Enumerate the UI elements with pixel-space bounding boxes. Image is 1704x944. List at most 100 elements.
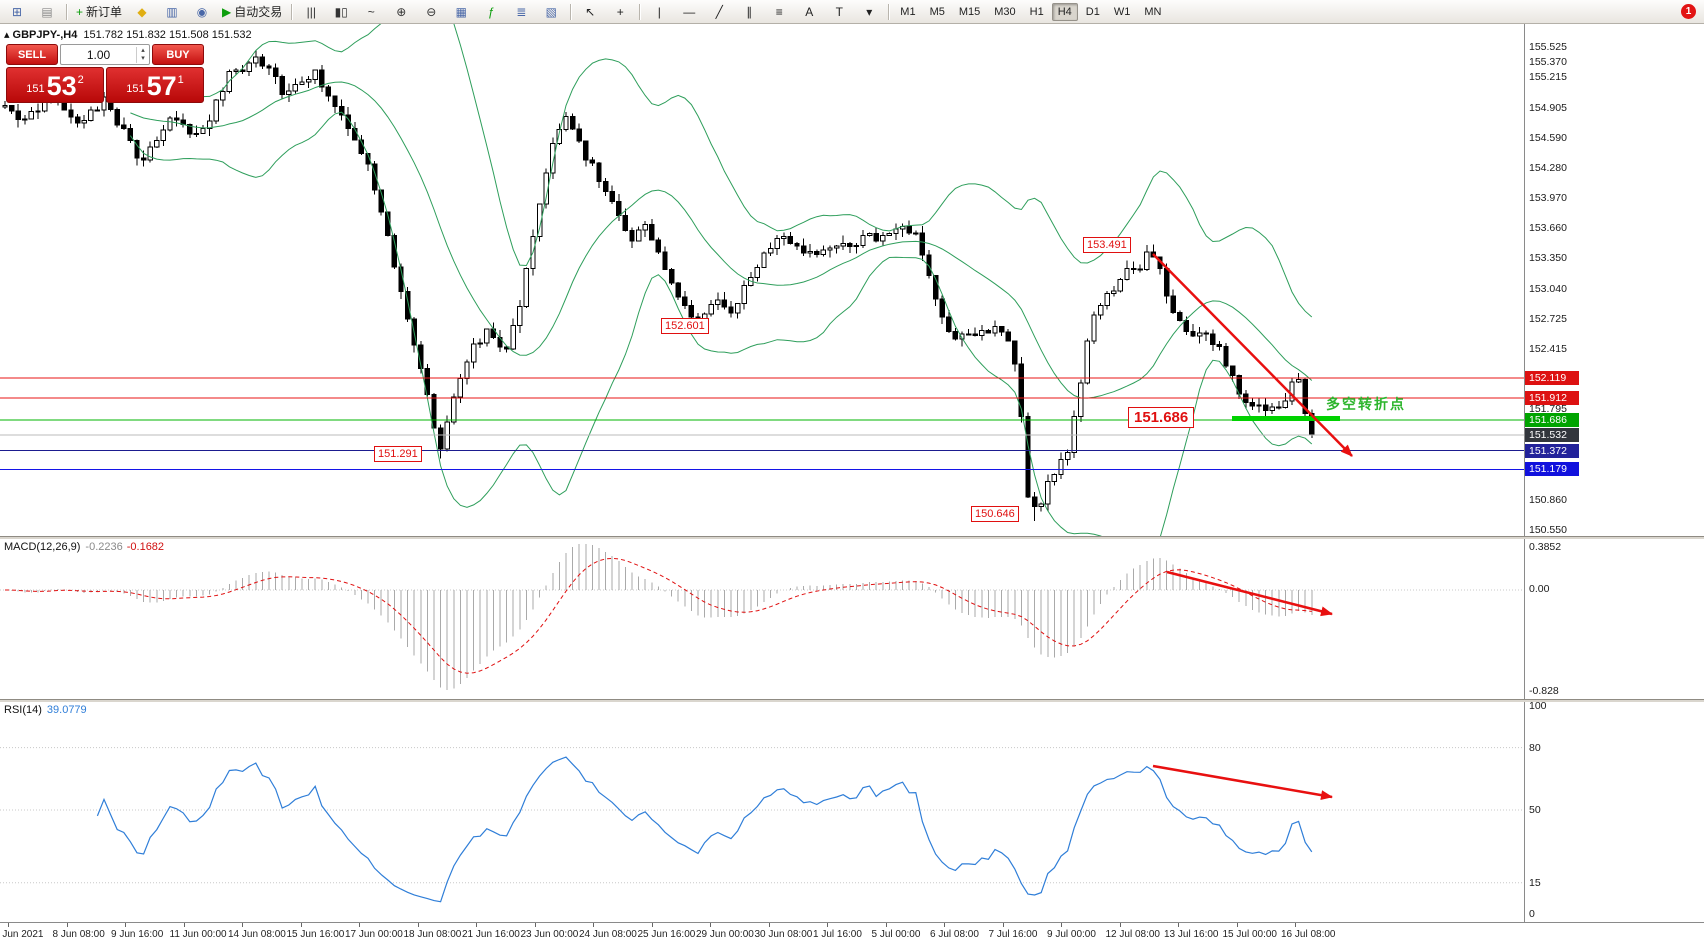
text-icon[interactable]: A (795, 1, 823, 23)
sell-price-pip: 2 (77, 74, 84, 86)
volume-down-icon[interactable]: ▾ (141, 54, 145, 62)
timeframe-m15[interactable]: M15 (958, 5, 981, 18)
panel-separator[interactable] (0, 536, 1704, 539)
price-axis-label: 151.795 (1529, 403, 1567, 416)
price-callout[interactable]: 150.646 (971, 506, 1019, 522)
time-axis[interactable]: 7 Jun 2021 8 Jun 08:00 9 Jun 16:00 11 Jun 0… (0, 922, 1704, 944)
volume-spinner: ▴ ▾ (136, 46, 149, 63)
time-axis-label: 7 Jun 2021 (0, 929, 44, 940)
timeframe-m1[interactable]: M1 (900, 5, 916, 18)
timeframe-m30[interactable]: M30 (994, 5, 1016, 18)
sell-button[interactable]: SELL (6, 44, 58, 65)
timeframe-w1[interactable]: W1 (1113, 5, 1131, 18)
vertical-line-icon[interactable]: | (645, 1, 673, 23)
text-icon-glyph: A (805, 4, 814, 19)
notification-badge[interactable]: 1 (1681, 4, 1696, 19)
vertical-line-icon-glyph: | (657, 4, 661, 19)
time-tick (710, 923, 711, 927)
line-chart-icon-glyph: ~ (367, 4, 375, 19)
price-callout[interactable]: 151.291 (374, 446, 422, 462)
buy-price-display[interactable]: 151 57 1 (106, 67, 204, 103)
price-scale[interactable]: 155.525 155.370 155.215 154.905 154.590 154.2… (1524, 24, 1579, 536)
macd-scale[interactable]: 0.3852 0.00 -0.828 (1524, 539, 1579, 699)
time-tick (8, 923, 9, 927)
cursor-icon[interactable]: ↖ (576, 1, 604, 23)
tile-windows-icon[interactable]: ▦ (447, 1, 475, 23)
new-order-button[interactable]: + 新订单 (72, 1, 126, 23)
candlestick-chart-icon-glyph: ▮▯ (334, 4, 348, 19)
volume-input[interactable] (61, 46, 136, 63)
panel-separator[interactable] (0, 699, 1704, 702)
time-axis-label: 1 Jul 16:00 (813, 929, 862, 940)
new-chart-icon[interactable]: ⊞ (3, 1, 31, 23)
navigator-icon[interactable]: ◉ (188, 1, 216, 23)
candlestick-chart[interactable] (0, 24, 1524, 536)
zoom-in-icon[interactable]: ⊕ (387, 1, 415, 23)
metaeditor-icon[interactable]: ◆ (128, 1, 156, 23)
buy-button[interactable]: BUY (152, 44, 204, 65)
candlestick-chart-icon[interactable]: ▮▯ (327, 1, 355, 23)
collapse-trade-panel-icon[interactable]: ▴ (4, 29, 10, 41)
rsi-axis-label: 0 (1529, 908, 1535, 920)
rsi-axis-label: 100 (1529, 702, 1547, 712)
channel-icon[interactable]: ∥ (735, 1, 763, 23)
price-axis-label: 153.660 (1529, 222, 1567, 235)
price-callout[interactable]: 152.601 (661, 318, 709, 334)
rsi-chart[interactable] (0, 702, 1524, 922)
price-axis-label: 154.280 (1529, 162, 1567, 175)
shapes-icon[interactable]: ▾ (855, 1, 883, 23)
rsi-axis-label: 50 (1529, 804, 1541, 816)
market-watch-icon[interactable]: ▥ (158, 1, 186, 23)
templates-icon[interactable]: ▧ (537, 1, 565, 23)
periods-icon[interactable]: ≣ (507, 1, 535, 23)
timeframe-h4[interactable]: H4 (1051, 2, 1078, 21)
chart-title: ▴ GBPJPY-,H4 151.782 151.832 151.508 151.5… (4, 28, 252, 41)
macd-value: -0.2236 (85, 541, 123, 553)
price-axis-label: 155.370 (1529, 56, 1567, 69)
price-level-box: 151.372 (1525, 443, 1579, 458)
time-tick (768, 923, 770, 927)
time-axis-label: 21 Jun 16:00 (462, 929, 520, 940)
rsi-name: RSI(14) (4, 704, 42, 716)
templates-icon-glyph: ▧ (545, 4, 557, 19)
indicators-icon-glyph: ƒ (487, 4, 495, 19)
metaeditor-icon-glyph: ◆ (137, 4, 147, 19)
line-chart-icon[interactable]: ~ (357, 1, 385, 23)
sell-price-display[interactable]: 151 53 2 (6, 67, 104, 103)
rsi-scale[interactable]: 100 80 50 15 0 (1524, 702, 1579, 922)
bull-bear-turning-point-note[interactable]: 多空转折点 (1326, 396, 1406, 412)
macd-chart[interactable] (0, 539, 1524, 699)
bar-chart-icon[interactable]: ||| (297, 1, 325, 23)
price-axis-label: 153.350 (1529, 252, 1567, 265)
indicators-icon[interactable]: ƒ (477, 1, 505, 23)
timeframe-h1[interactable]: H1 (1029, 5, 1044, 18)
toolbar-separator (888, 3, 890, 20)
time-tick (476, 923, 477, 927)
time-axis-label: 18 Jun 08:00 (403, 929, 462, 940)
toolbar-buttons: ⊞ ▤ + 新订单 ◆ ▥ ◉ ▶ 自动交易 ||| ▮▯ ~ ⊕ ⊖ ▦ ƒ ≣ ▧ ↖ + | — ╱ ∥ ≡ A T ▾ M1 M5… (2, 0, 1168, 23)
timeframe-mn[interactable]: MN (1144, 5, 1162, 18)
crosshair-icon[interactable]: + (606, 1, 634, 23)
time-axis-label: 11 Jun 00:00 (169, 929, 227, 940)
price-callout[interactable]: 151.686 (1128, 407, 1195, 428)
support-zone-highlight[interactable] (1232, 416, 1340, 421)
time-tick (1295, 923, 1296, 927)
macd-name: MACD(12,26,9) (4, 541, 81, 553)
trendline-icon[interactable]: ╱ (705, 1, 733, 23)
timeframe-m5[interactable]: M5 (929, 5, 945, 18)
zoom-out-icon[interactable]: ⊖ (417, 1, 445, 23)
label-icon[interactable]: T (825, 1, 853, 23)
timeframe-d1[interactable]: D1 (1085, 5, 1100, 18)
volume-up-icon[interactable]: ▴ (141, 46, 145, 54)
time-axis-label: 30 Jun 08:00 (754, 929, 813, 940)
time-axis-label: 9 Jul 00:00 (1047, 929, 1096, 940)
fibonacci-icon[interactable]: ≡ (765, 1, 793, 23)
profiles-icon[interactable]: ▤ (33, 1, 61, 23)
price-level-box: 151.532 (1525, 428, 1579, 442)
horizontal-line-icon[interactable]: — (675, 1, 703, 23)
autotrading-button[interactable]: ▶ 自动交易 (218, 1, 286, 23)
time-tick (300, 923, 302, 927)
new-order-button-glyph: + (76, 4, 84, 19)
price-callout[interactable]: 153.491 (1083, 237, 1131, 253)
price-level-box: 151.686 (1525, 413, 1579, 428)
